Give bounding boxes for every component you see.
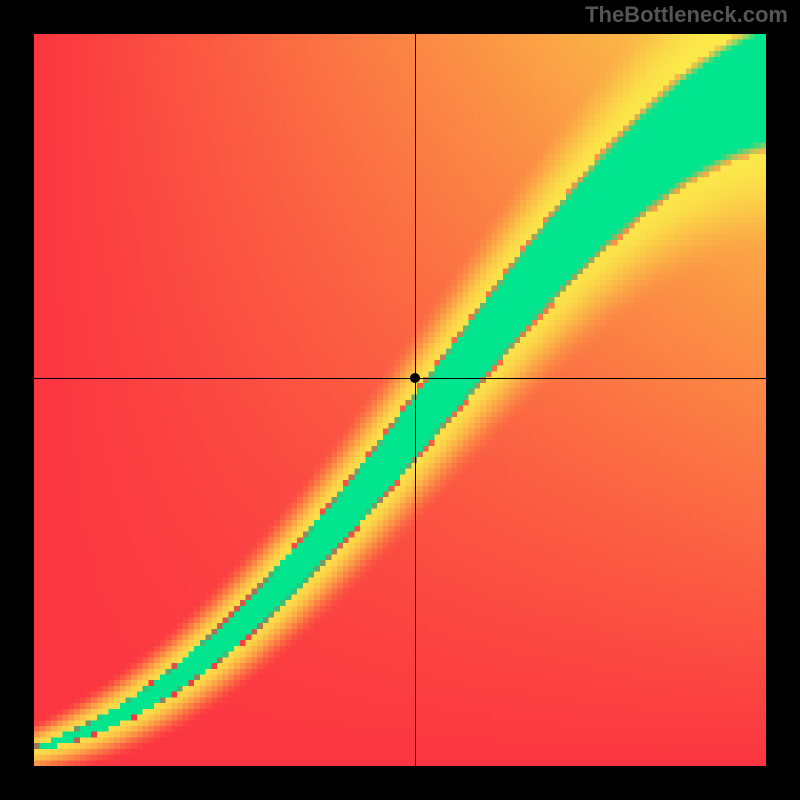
selection-marker [410,373,420,383]
crosshair-horizontal [34,378,766,379]
heatmap-canvas [34,34,766,766]
crosshair-vertical [415,34,416,766]
heatmap-plot [34,34,766,766]
attribution-text: TheBottleneck.com [585,2,788,28]
